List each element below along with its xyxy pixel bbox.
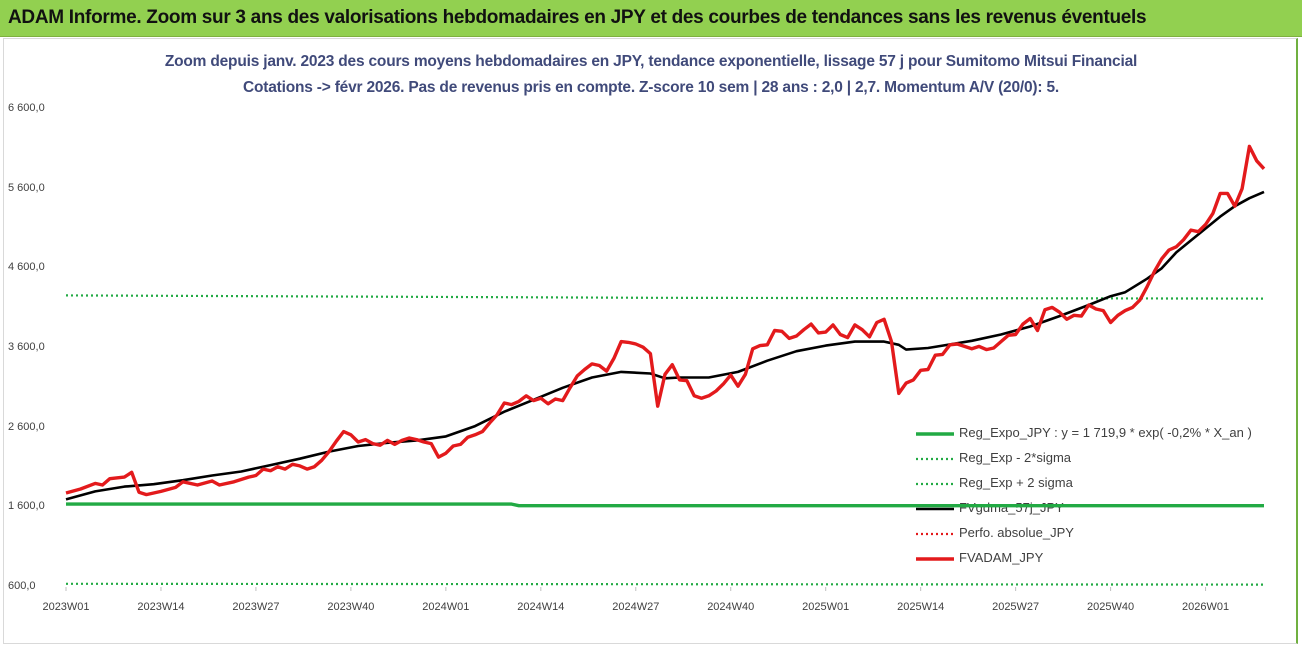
x-tick-label: 2024W14: [517, 601, 565, 613]
x-tick-label: 2024W40: [707, 601, 755, 613]
x-tick-label: 2024W01: [422, 601, 470, 613]
x-tick-label: 2023W27: [232, 601, 280, 613]
banner-title: ADAM Informe. Zoom sur 3 ans des valoris…: [8, 7, 1147, 28]
y-tick-label: 2 600,0: [8, 420, 45, 433]
legend-label: Reg_Exp + 2 sigma: [959, 475, 1073, 490]
y-tick-label: 4 600,0: [8, 261, 45, 274]
series-line-reg-expo-jpy-y-1-719-9-exp-0-2-x-an: [66, 502, 1264, 508]
x-tick-label: 2025W27: [992, 601, 1040, 613]
x-tick-label: 2024W27: [612, 601, 660, 613]
y-tick-label: 5 600,0: [8, 181, 45, 194]
legend-label: FVADAM_JPY: [959, 550, 1044, 565]
x-tick-label: 2023W14: [137, 601, 185, 613]
series-line-reg-exp-2-sigma: [65, 582, 1265, 586]
y-tick-label: 1 600,0: [8, 500, 45, 513]
legend-label: Perfo. absolue_JPY: [959, 525, 1074, 540]
legend-label: Reg_Expo_JPY : y = 1 719,9 * exp( -0,2% …: [959, 425, 1252, 440]
header-banner: ADAM Informe. Zoom sur 3 ans des valoris…: [0, 0, 1302, 37]
chart-title-line-2: Cotations -> févr 2026. Pas de revenus p…: [243, 79, 1059, 96]
y-tick-label: 600,0: [8, 580, 36, 592]
series-line-fvadam-jpy: [65, 144, 1266, 497]
chart-frame: [3, 38, 1298, 644]
x-tick-label: 2025W01: [802, 601, 850, 613]
chart-title-line-1: Zoom depuis janv. 2023 des cours moyens …: [164, 53, 1138, 70]
y-tick-label: 6 600,0: [8, 102, 45, 114]
x-tick-label: 2026W01: [1182, 601, 1230, 613]
y-tick-label: 3 600,0: [8, 341, 45, 353]
x-tick-label: 2025W40: [1087, 601, 1135, 613]
x-tick-label: 2023W40: [327, 601, 375, 613]
series-line-fvgdma-57j-jpy: [65, 190, 1265, 501]
x-tick-label: 2025W14: [897, 601, 945, 613]
legend-label: FVgdma_57j_JPY: [959, 500, 1064, 515]
series-line-reg-exp-2-sigma: [65, 294, 1265, 300]
x-tick-label: 2023W01: [42, 601, 90, 613]
legend-label: Reg_Exp - 2*sigma: [959, 450, 1071, 465]
